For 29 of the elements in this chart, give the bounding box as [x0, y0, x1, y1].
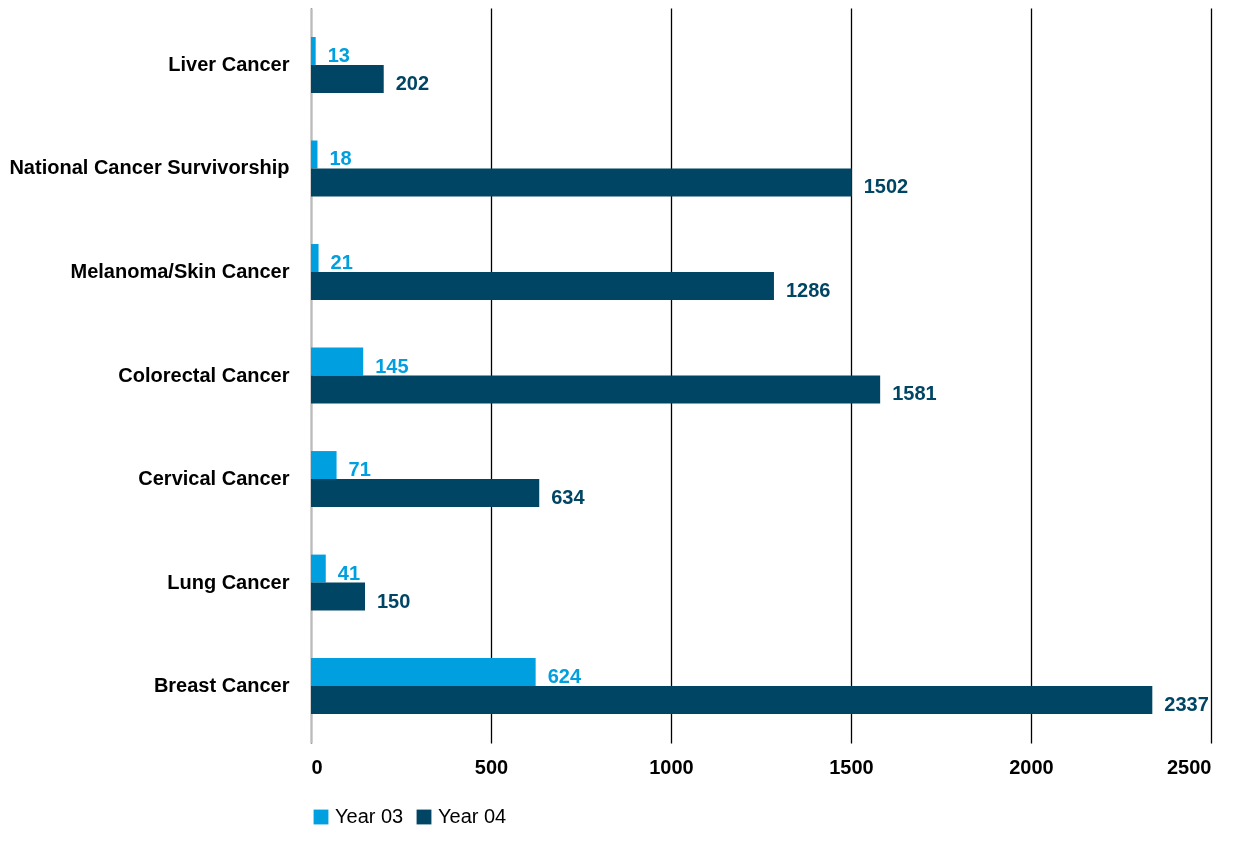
y-tick-label: Melanoma/Skin Cancer: [70, 259, 290, 282]
x-tick-label: 1000: [649, 755, 694, 778]
data-label: 1286: [785, 278, 831, 301]
data-label: 145: [375, 354, 409, 377]
data-label: 18: [329, 147, 352, 170]
data-label: 624: [547, 665, 582, 688]
data-label: 1581: [892, 382, 937, 405]
x-tick-label: 0: [311, 755, 323, 778]
data-label: 1502: [863, 175, 909, 198]
data-label: 150: [377, 589, 411, 612]
y-tick-label: National Cancer Survivorship: [9, 156, 290, 179]
x-tick-label: 2000: [1009, 755, 1054, 778]
y-tick-label: Colorectal Cancer: [118, 363, 290, 386]
data-label: 71: [348, 458, 371, 481]
data-label: 21: [330, 251, 353, 273]
y-tick-label: Cervical Cancer: [138, 467, 290, 490]
x-tick-label: 1500: [829, 755, 874, 778]
data-label: 13: [327, 43, 350, 66]
y-tick-label: Breast Cancer: [153, 674, 290, 697]
x-tick-label: 500: [474, 755, 509, 778]
data-label: 41: [337, 561, 361, 584]
data-label: 634: [551, 486, 586, 508]
y-tick-label: Liver Cancer: [168, 52, 290, 75]
data-label: 202: [395, 71, 430, 94]
legend-label: Year 03: [335, 805, 404, 827]
y-tick-label: Lung Cancer: [167, 570, 290, 593]
legend-label: Year 04: [438, 805, 507, 827]
x-tick-label: 2500: [1167, 755, 1212, 778]
data-label: 2337: [1164, 693, 1209, 716]
